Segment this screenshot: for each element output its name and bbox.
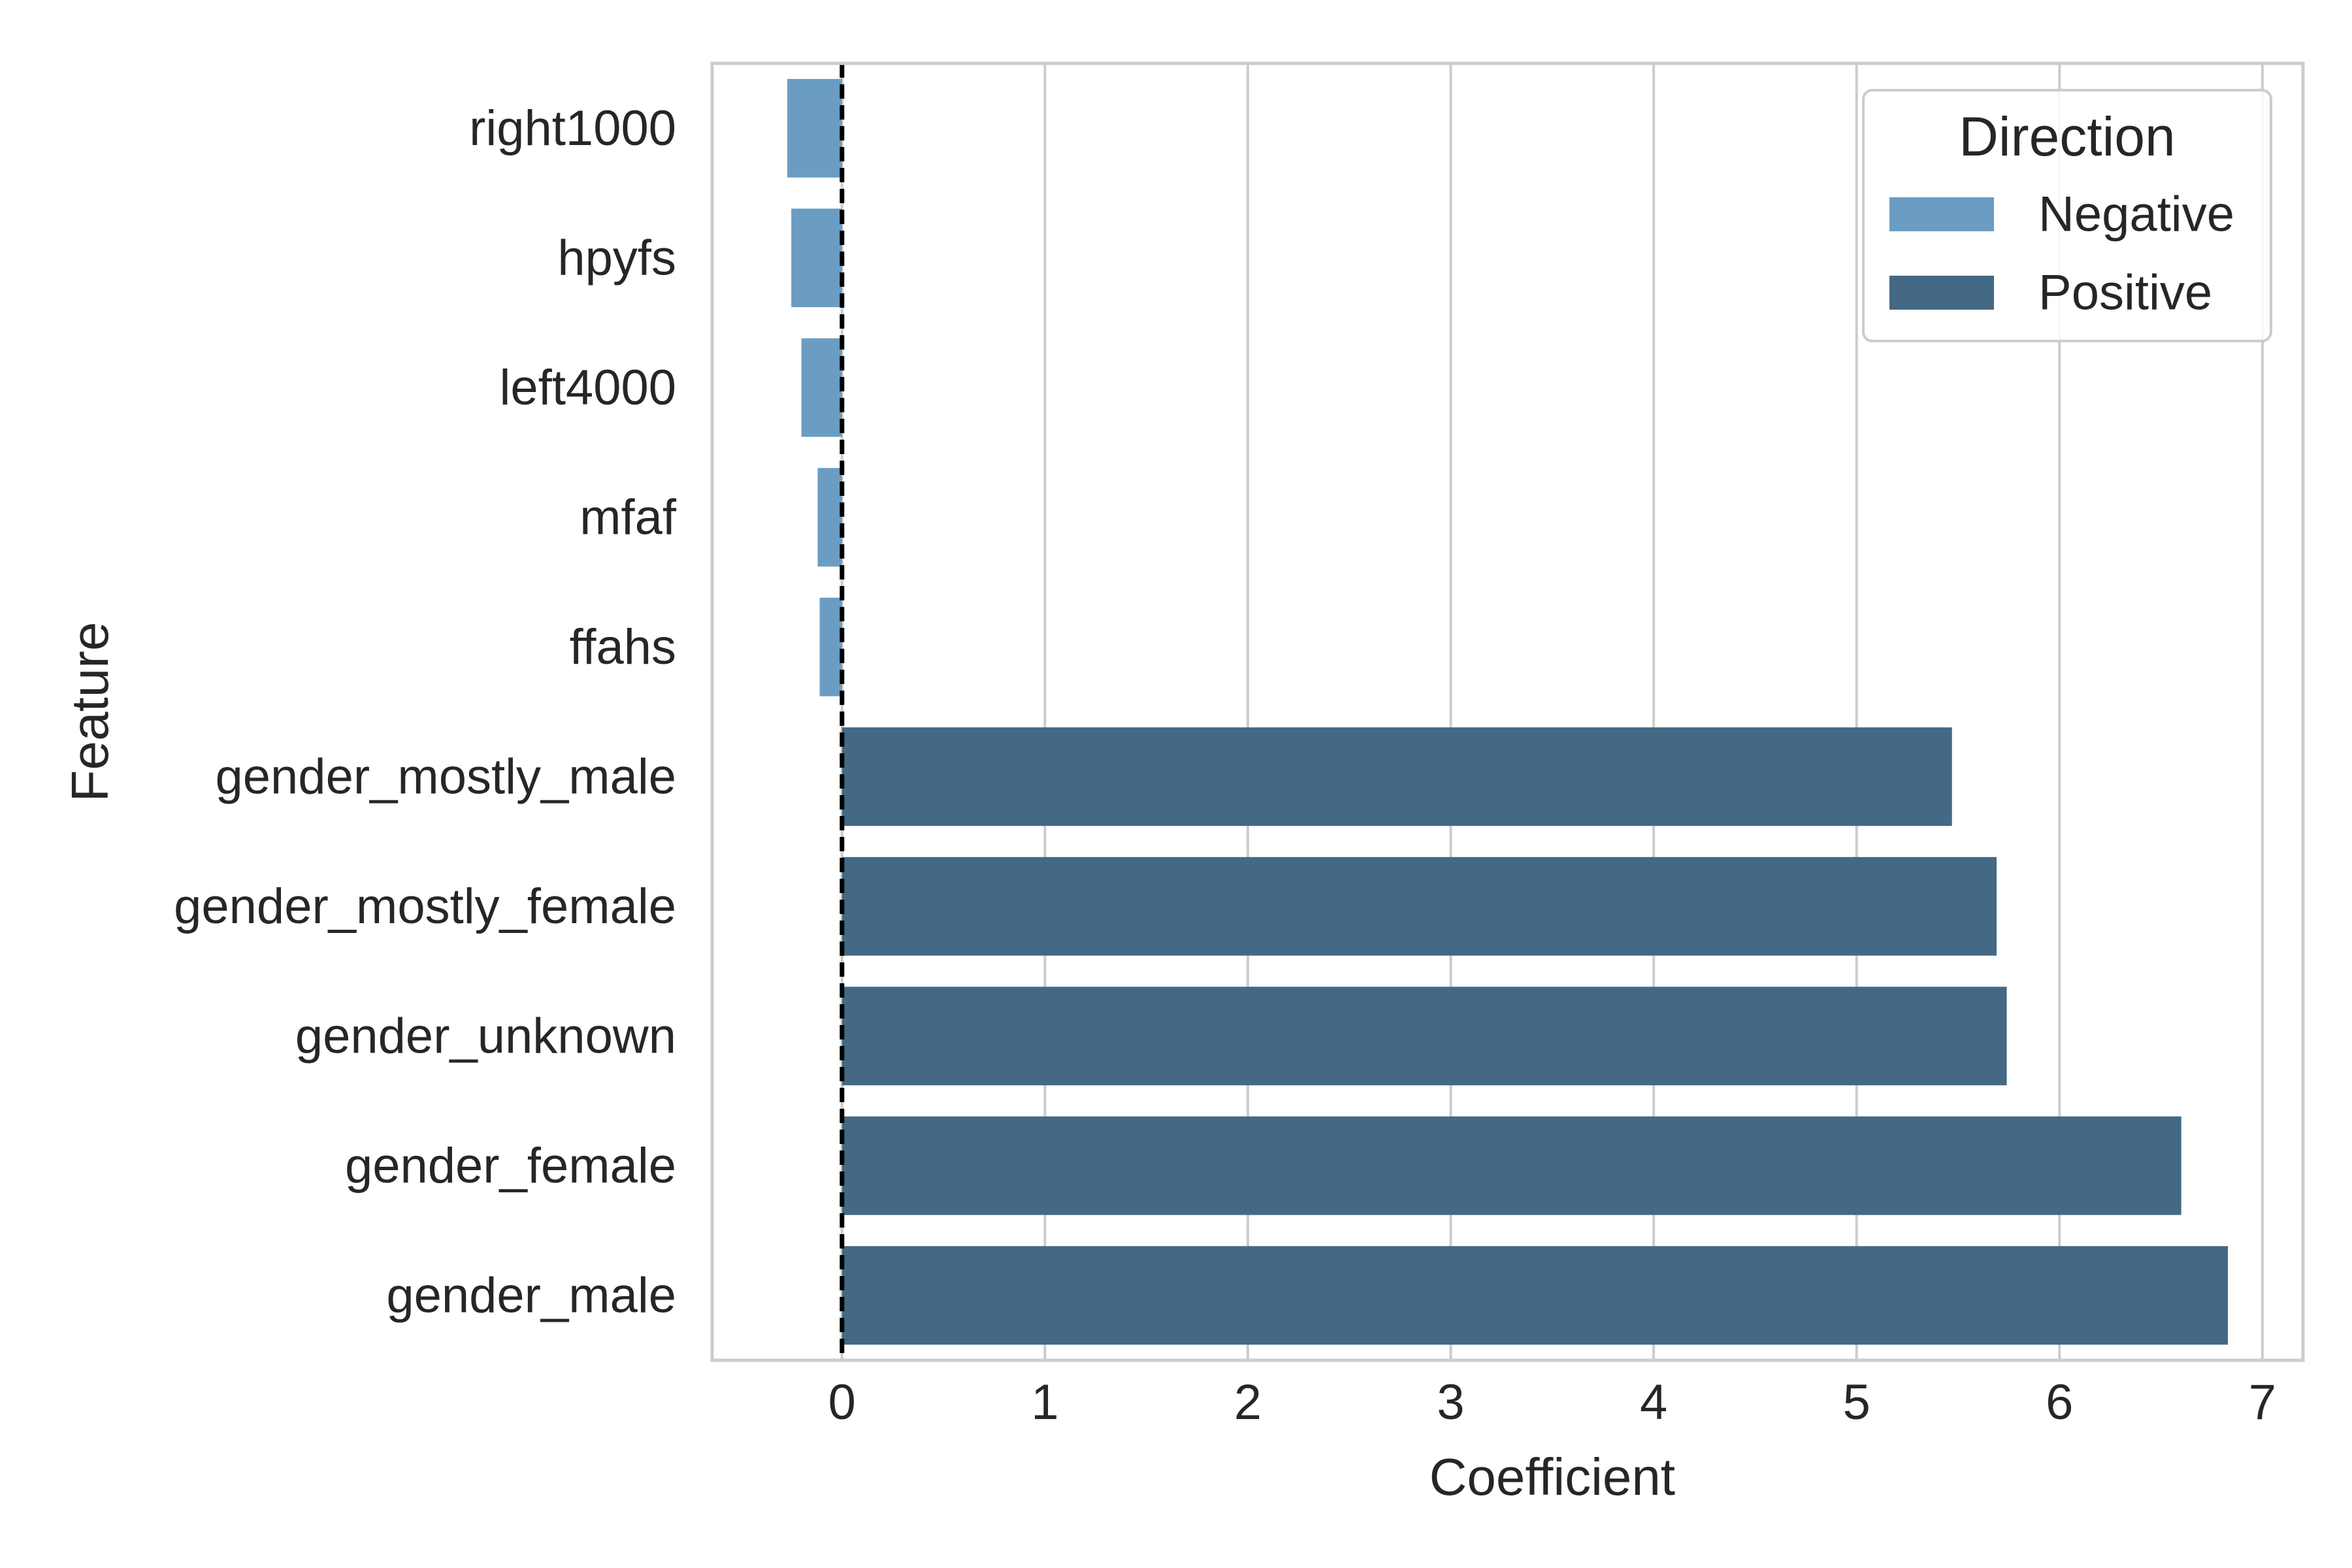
x-tick-label: 1	[1031, 1375, 1058, 1430]
y-tick-label: mfaf	[580, 489, 677, 545]
x-tick-label: 4	[1640, 1375, 1667, 1430]
plot-frame	[710, 61, 2305, 1362]
x-tick-label: 0	[828, 1375, 856, 1430]
legend-items: Negative Positive	[1889, 187, 2234, 321]
bar-right1000	[787, 78, 842, 178]
y-tick-label: gender_female	[345, 1138, 676, 1194]
bar-gender-mostly-male	[841, 727, 1952, 826]
y-tick-labels: right1000 hpyfs left4000 mfaf ffahs gender_mo…	[174, 101, 677, 1324]
bar-left4000	[801, 338, 842, 437]
x-tick-labels: 0 1 2 3 4 5 6 7	[828, 1375, 2276, 1430]
x-tick-label: 5	[1843, 1375, 1870, 1430]
legend: Direction Negative Positive	[1862, 89, 2272, 342]
y-tick-label: hpyfs	[557, 230, 676, 286]
y-tick-label: gender_male	[386, 1267, 676, 1323]
bar-gender-female	[841, 1116, 2181, 1215]
legend-swatch-negative	[1889, 197, 1994, 231]
x-tick-label: 2	[1234, 1375, 1262, 1430]
bar-hpyfs	[791, 208, 842, 308]
x-tick-label: 3	[1437, 1375, 1464, 1430]
bar-gender-male	[841, 1246, 2229, 1345]
bar-gender-mostly-female	[841, 857, 1997, 956]
y-tick-label: gender_unknown	[295, 1008, 676, 1064]
y-tick-label: gender_mostly_female	[174, 879, 676, 934]
y-tick-label: right1000	[469, 101, 676, 156]
bar-gender-unknown	[841, 987, 2007, 1086]
y-axis-title: Feature	[61, 622, 119, 802]
bars	[787, 78, 2229, 1345]
y-tick-label: ffahs	[570, 619, 676, 675]
bar-ffahs	[819, 597, 842, 696]
y-tick-label: gender_mostly_male	[216, 749, 677, 804]
legend-label-negative: Negative	[2038, 187, 2234, 242]
x-tick-label: 7	[2249, 1375, 2276, 1430]
legend-label-positive: Positive	[2038, 265, 2212, 321]
x-axis-title: Coefficient	[1429, 1448, 1676, 1506]
bar-mfaf	[817, 468, 842, 567]
x-tick-label: 6	[2046, 1375, 2073, 1430]
legend-swatch-positive	[1889, 276, 1994, 310]
legend-title: Direction	[1959, 106, 2175, 167]
y-tick-label: left4000	[500, 360, 676, 416]
